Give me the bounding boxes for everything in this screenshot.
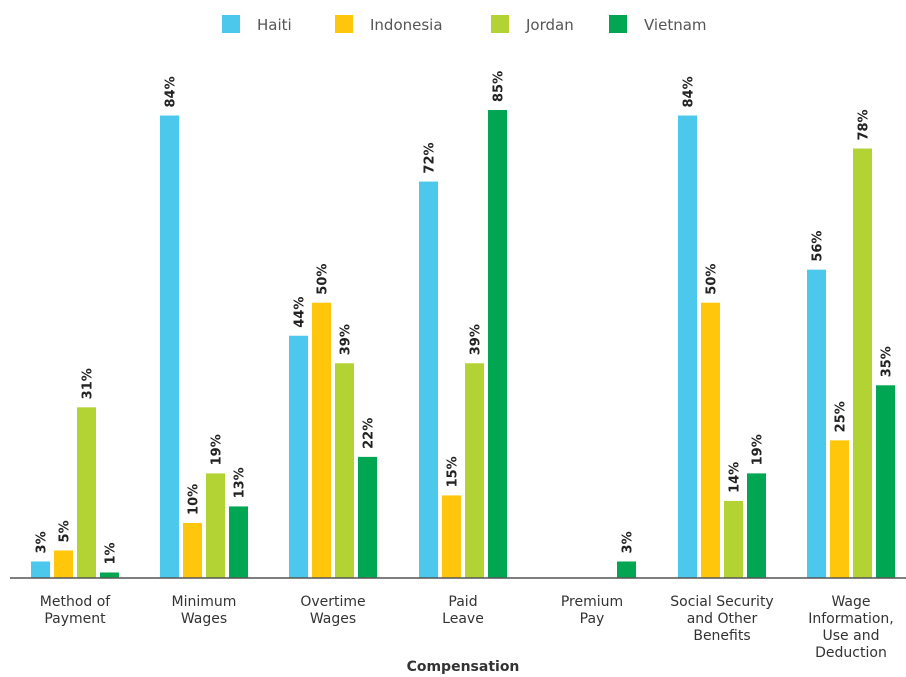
legend-label-indonesia: Indonesia [370, 16, 443, 34]
category-label-line: Benefits [693, 628, 750, 644]
category-label-method-of-payment: Method of Payment [40, 594, 112, 627]
category-label-overtime-wages: Overtime Wages [300, 594, 365, 627]
bar-label-wage-information-use-and-deduction-haiti: 56% [811, 231, 826, 262]
bar-label-social-security-and-other-benefits-indonesia: 50% [705, 264, 720, 295]
bar-social-security-and-other-benefits-indonesia [701, 302, 720, 578]
bar-overtime-wages-indonesia [312, 302, 331, 578]
bar-label-method-of-payment-haiti: 3% [35, 531, 50, 553]
bar-social-security-and-other-benefits-jordan [724, 500, 743, 578]
category-label-line: Paid [448, 594, 477, 610]
category-label-line: and Other [687, 611, 758, 627]
bar-method-of-payment-vietnam [100, 572, 119, 578]
bar-label-social-security-and-other-benefits-vietnam: 19% [751, 434, 766, 465]
bar-label-premium-pay-vietnam: 3% [621, 531, 636, 553]
category-label-line: Pay [580, 611, 605, 627]
category-label-line: Social Security [670, 594, 773, 610]
bar-wage-information-use-and-deduction-vietnam [876, 385, 895, 578]
bar-minimum-wages-indonesia [183, 522, 202, 578]
category-label-line: Wages [181, 611, 227, 627]
bar-wage-information-use-and-deduction-indonesia [830, 440, 849, 578]
bar-method-of-payment-haiti [31, 561, 50, 578]
bar-label-overtime-wages-vietnam: 22% [362, 418, 377, 449]
bar-label-minimum-wages-haiti: 84% [164, 76, 179, 107]
legend-swatch-vietnam [609, 15, 627, 33]
legend-swatch-jordan [491, 15, 509, 33]
category-label-line: Use and [823, 628, 880, 644]
bar-label-wage-information-use-and-deduction-jordan: 78% [857, 109, 872, 140]
category-label-line: Overtime [300, 594, 365, 610]
bar-label-method-of-payment-indonesia: 5% [58, 520, 73, 542]
legend-label-vietnam: Vietnam [644, 16, 707, 34]
category-label-line: Deduction [815, 645, 887, 661]
category-label-line: Information, [808, 611, 894, 627]
legend-label-haiti: Haiti [257, 16, 292, 34]
bar-label-overtime-wages-indonesia: 50% [316, 264, 331, 295]
bar-label-overtime-wages-haiti: 44% [293, 297, 308, 328]
bar-label-paid-leave-indonesia: 15% [446, 456, 461, 487]
bar-label-social-security-and-other-benefits-haiti: 84% [682, 76, 697, 107]
bar-social-security-and-other-benefits-vietnam [747, 473, 766, 578]
category-label-minimum-wages: Minimum Wages [172, 594, 237, 627]
bar-label-method-of-payment-jordan: 31% [81, 368, 96, 399]
bars [31, 110, 895, 578]
bar-overtime-wages-haiti [289, 335, 308, 578]
legend: Haiti Indonesia Jordan Vietnam [222, 15, 707, 34]
category-label-line: Wages [310, 611, 356, 627]
bar-labels: 3% 5% 31% 1% 84% 10% 19% 13% 44% 50% 39% 22% 72% 15% 3… [35, 71, 895, 565]
bar-overtime-wages-vietnam [358, 456, 377, 578]
legend-swatch-indonesia [335, 15, 353, 33]
category-label-line: Payment [44, 611, 106, 627]
bar-label-paid-leave-vietnam: 85% [492, 71, 507, 102]
bar-premium-pay-vietnam [617, 561, 636, 578]
bar-minimum-wages-jordan [206, 473, 225, 578]
bar-wage-information-use-and-deduction-jordan [853, 148, 872, 578]
bar-label-minimum-wages-indonesia: 10% [187, 484, 202, 515]
bar-minimum-wages-vietnam [229, 506, 248, 578]
bar-minimum-wages-haiti [160, 115, 179, 578]
bar-wage-information-use-and-deduction-haiti [807, 269, 826, 578]
bar-label-wage-information-use-and-deduction-indonesia: 25% [834, 401, 849, 432]
bar-label-method-of-payment-vietnam: 1% [104, 542, 119, 564]
category-label-premium-pay: Premium Pay [561, 594, 623, 627]
category-label-paid-leave: Paid Leave [442, 594, 484, 627]
bar-paid-leave-jordan [465, 363, 484, 578]
bar-label-social-security-and-other-benefits-jordan: 14% [728, 462, 743, 493]
category-label-line: Minimum [172, 594, 237, 610]
bar-social-security-and-other-benefits-haiti [678, 115, 697, 578]
bar-overtime-wages-jordan [335, 363, 354, 578]
category-label-line: Premium [561, 594, 623, 610]
bar-paid-leave-haiti [419, 181, 438, 578]
category-label-line: Leave [442, 611, 484, 627]
category-label-wage-information-use-and-deduction: Wage Information, Use and Deduction [808, 594, 894, 661]
bar-label-paid-leave-jordan: 39% [469, 324, 484, 355]
bar-method-of-payment-jordan [77, 407, 96, 578]
legend-swatch-haiti [222, 15, 240, 33]
bar-label-wage-information-use-and-deduction-vietnam: 35% [880, 346, 895, 377]
bar-method-of-payment-indonesia [54, 550, 73, 578]
x-axis-title: Compensation [407, 659, 520, 675]
bar-label-minimum-wages-vietnam: 13% [233, 467, 248, 498]
category-label-line: Method of [40, 594, 112, 610]
bar-label-paid-leave-haiti: 72% [423, 142, 438, 173]
bar-label-minimum-wages-jordan: 19% [210, 434, 225, 465]
legend-label-jordan: Jordan [525, 16, 574, 34]
category-label-social-security-and-other-benefits: Social Security and Other Benefits [670, 594, 773, 644]
category-label-line: Wage [831, 594, 870, 610]
bar-paid-leave-indonesia [442, 495, 461, 578]
bar-label-overtime-wages-jordan: 39% [339, 324, 354, 355]
bar-paid-leave-vietnam [488, 110, 507, 578]
